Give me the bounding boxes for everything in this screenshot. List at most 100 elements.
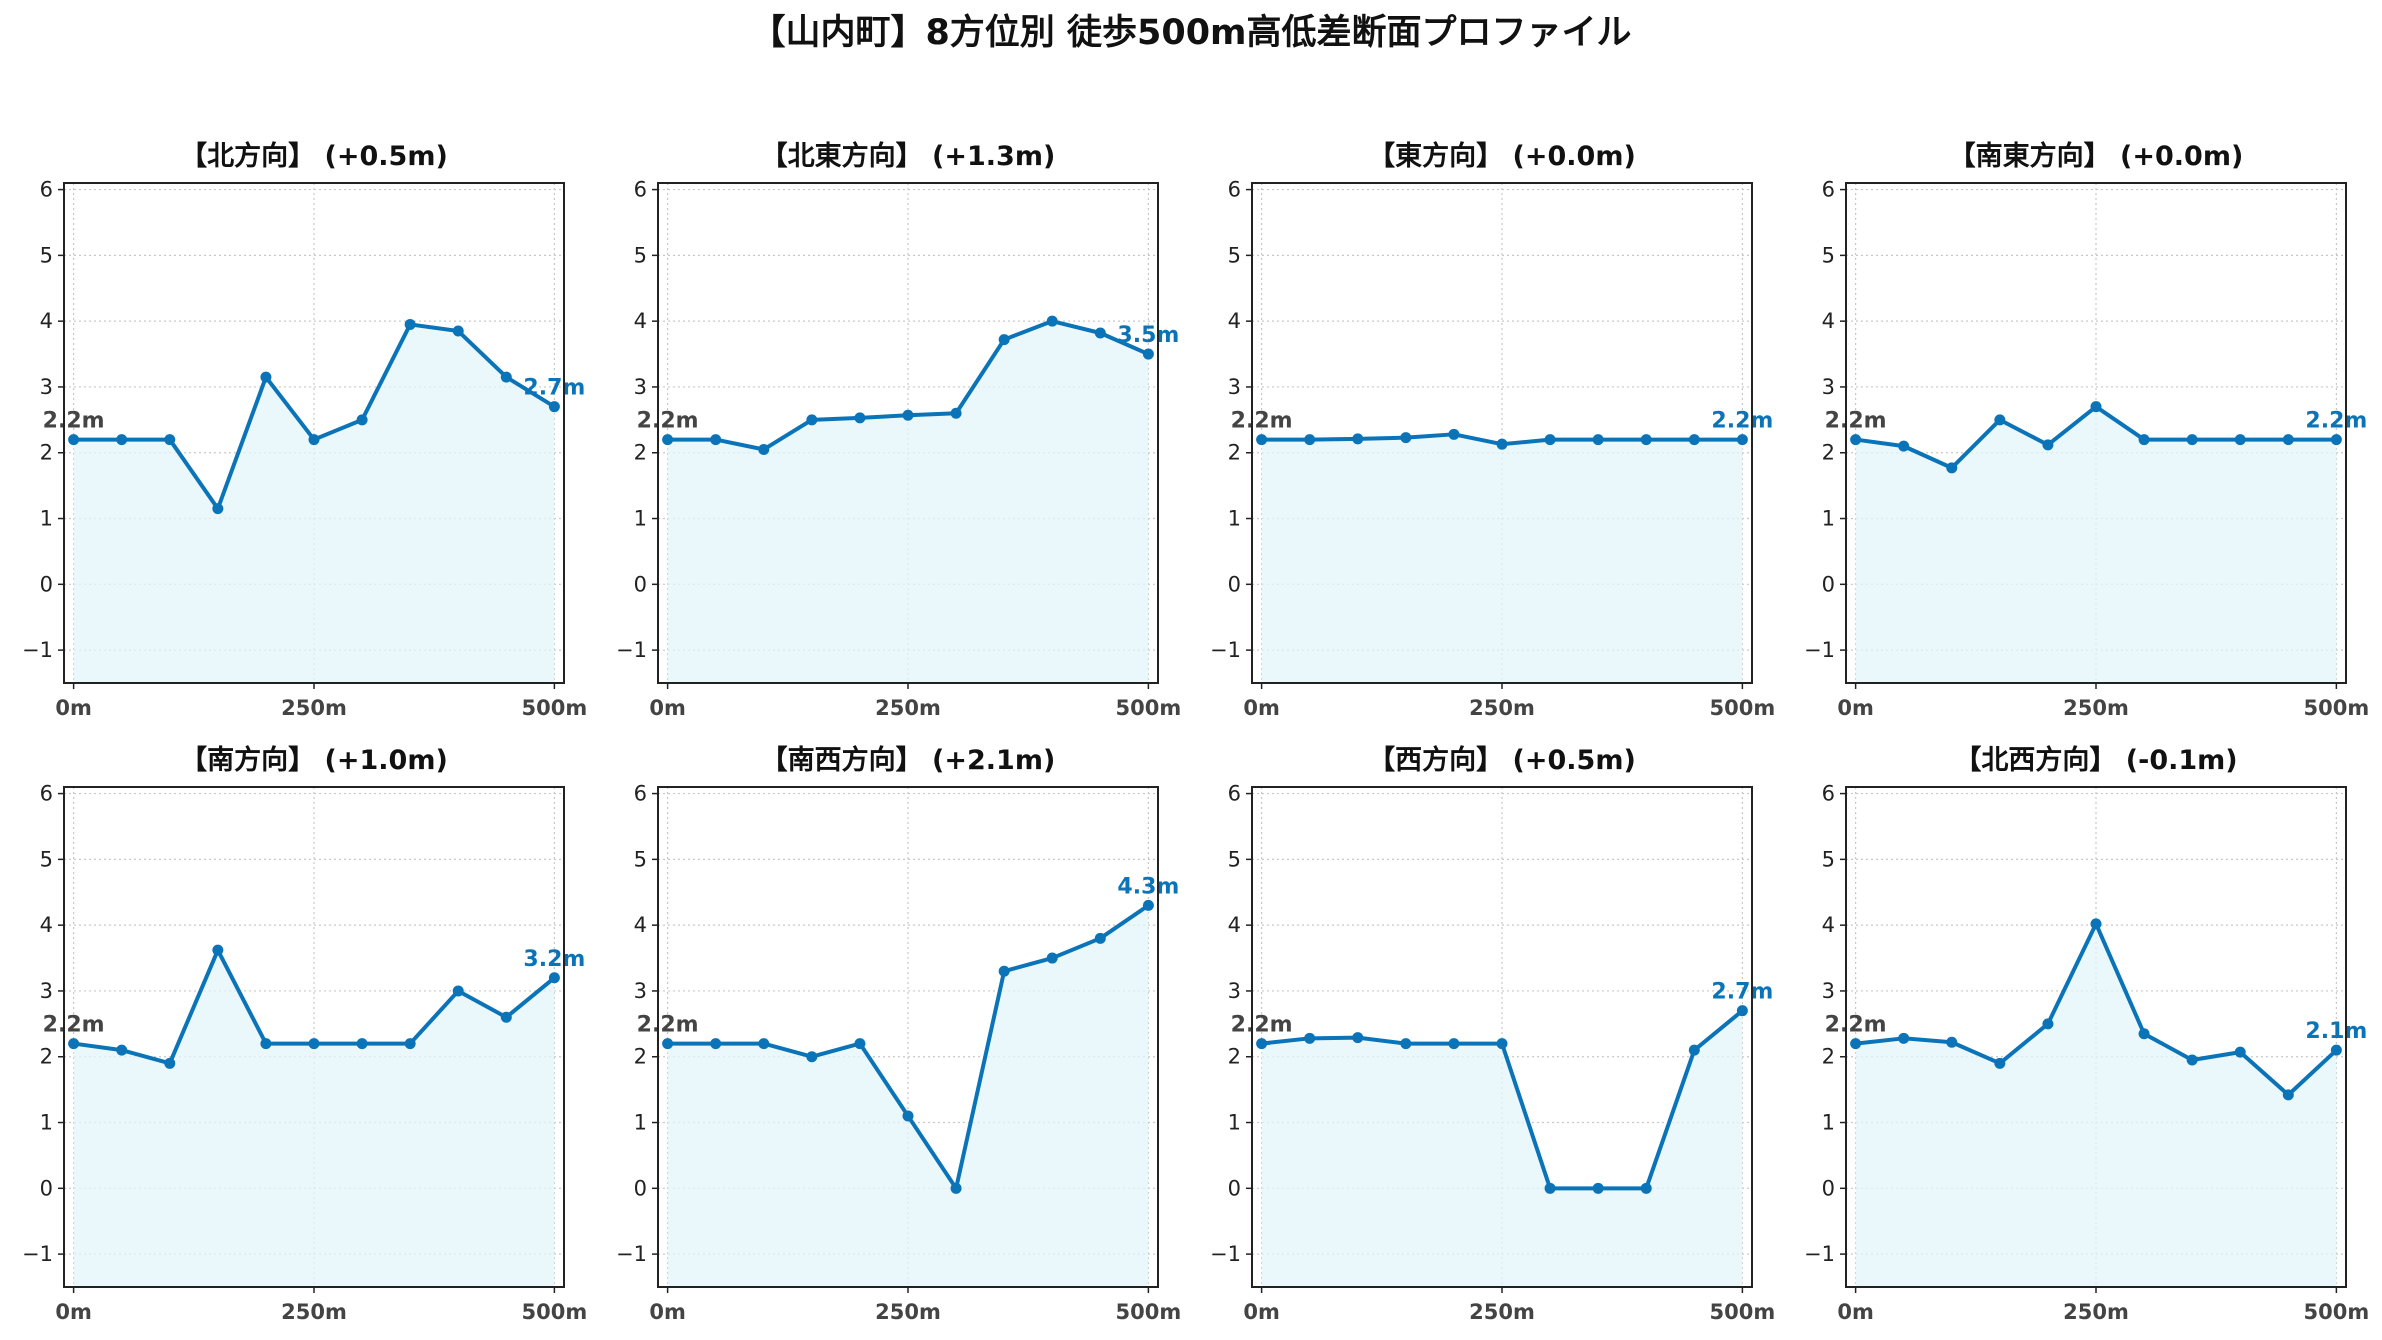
profile-point-250m xyxy=(2090,918,2102,930)
profile-point-350m xyxy=(404,318,416,330)
profile-point-350m xyxy=(1592,434,1604,446)
x-tick-label: 0m xyxy=(649,1300,686,1324)
profile-panel-3: 【東方向】 (+0.0m) −1 0 1 2 3 4 5 6 0m 250m 500m 2.2m 2.2m xyxy=(1210,140,1775,720)
profile-area xyxy=(667,905,1149,1287)
profile-point-450m xyxy=(2282,1089,2294,1101)
axes-frame xyxy=(1251,182,1753,684)
profile-area xyxy=(1855,406,2337,683)
x-tick-label: 500m xyxy=(1710,696,1776,720)
profile-point-500m xyxy=(548,972,560,984)
start-elevation-label: 2.2m xyxy=(1825,409,1887,434)
y-tick-label: 1 xyxy=(634,1111,647,1135)
y-tick-label: 0 xyxy=(1228,572,1241,596)
x-tick-label: 0m xyxy=(55,696,92,720)
profile-point-450m xyxy=(500,371,512,383)
y-tick-label: 4 xyxy=(40,309,53,333)
axes-frame xyxy=(1251,786,1753,1288)
x-tick-label: 250m xyxy=(2063,696,2129,720)
x-tick-label: 250m xyxy=(875,1300,941,1324)
panel-title: 【南西方向】 (+2.1m) xyxy=(761,744,1056,776)
y-tick-label: 2 xyxy=(1822,1045,1835,1069)
y-tick-label: −1 xyxy=(1210,1242,1241,1266)
y-tick-label: 6 xyxy=(1822,178,1835,202)
y-tick-label: −1 xyxy=(1210,638,1241,662)
x-tick-label: 0m xyxy=(649,696,686,720)
profile-point-50m xyxy=(116,1044,128,1056)
end-elevation-label: 3.5m xyxy=(1117,323,1179,348)
y-tick-label: 6 xyxy=(634,178,647,202)
y-tick-label: 6 xyxy=(1822,782,1835,806)
y-tick-label: 5 xyxy=(1822,847,1835,871)
profile-point-450m xyxy=(1688,434,1700,446)
axes-frame xyxy=(1845,786,2347,1288)
y-tick-label: 0 xyxy=(634,1176,647,1200)
y-tick-label: 2 xyxy=(40,441,53,465)
profile-point-400m xyxy=(1640,434,1652,446)
profile-point-200m xyxy=(260,1038,272,1050)
profile-point-200m xyxy=(260,371,272,383)
profile-area xyxy=(73,950,555,1287)
profile-point-300m xyxy=(1544,434,1556,446)
profile-point-400m xyxy=(452,325,464,337)
x-tick-label: 500m xyxy=(1116,1300,1182,1324)
profile-point-500m xyxy=(2330,434,2342,446)
start-elevation-label: 2.2m xyxy=(43,409,105,434)
profile-point-500m xyxy=(1142,348,1154,360)
y-tick-label: 1 xyxy=(40,507,53,531)
profile-point-250m xyxy=(1496,1038,1508,1050)
y-tick-label: 0 xyxy=(1228,1176,1241,1200)
profile-point-400m xyxy=(2234,1046,2246,1058)
start-elevation-label: 2.2m xyxy=(1825,1013,1887,1038)
profile-point-100m xyxy=(758,443,770,455)
y-tick-label: 2 xyxy=(1228,1045,1241,1069)
y-tick-label: 0 xyxy=(40,572,53,596)
x-tick-label: 500m xyxy=(522,696,588,720)
x-tick-label: 0m xyxy=(1243,1300,1280,1324)
y-tick-label: 3 xyxy=(634,979,647,1003)
y-tick-label: 2 xyxy=(634,441,647,465)
y-tick-label: 6 xyxy=(40,782,53,806)
profile-point-50m xyxy=(710,1038,722,1050)
profile-point-400m xyxy=(2234,434,2246,446)
y-tick-label: 3 xyxy=(40,375,53,399)
profile-area xyxy=(73,324,555,683)
profile-point-450m xyxy=(2282,434,2294,446)
x-tick-label: 0m xyxy=(1837,696,1874,720)
profile-point-300m xyxy=(950,407,962,419)
profile-point-450m xyxy=(500,1011,512,1023)
profile-point-300m xyxy=(1544,1182,1556,1194)
profile-point-200m xyxy=(854,1038,866,1050)
y-tick-label: 1 xyxy=(1822,507,1835,531)
y-tick-label: 5 xyxy=(1228,847,1241,871)
profile-area xyxy=(667,321,1149,683)
profile-point-100m xyxy=(164,434,176,446)
y-tick-label: 0 xyxy=(40,1176,53,1200)
start-elevation-label: 2.2m xyxy=(43,1013,105,1038)
profile-point-500m xyxy=(2330,1044,2342,1056)
profile-point-350m xyxy=(1592,1182,1604,1194)
profile-point-50m xyxy=(1898,1032,1910,1044)
y-tick-label: 3 xyxy=(1228,375,1241,399)
y-tick-label: 4 xyxy=(1228,309,1241,333)
x-tick-label: 250m xyxy=(875,696,941,720)
profile-point-350m xyxy=(2186,434,2198,446)
axes-frame xyxy=(657,182,1159,684)
y-tick-label: 5 xyxy=(634,243,647,267)
y-tick-label: 4 xyxy=(1822,913,1835,937)
panel-title: 【東方向】 (+0.0m) xyxy=(1368,140,1636,172)
profile-panel-5: 【南方向】 (+1.0m) −1 0 1 2 3 4 5 6 0m 250m 500m 2.2m 3.2m xyxy=(22,744,587,1324)
profile-point-300m xyxy=(950,1182,962,1194)
profile-point-150m xyxy=(212,503,224,515)
y-tick-label: 5 xyxy=(1822,243,1835,267)
y-tick-label: 6 xyxy=(1228,178,1241,202)
panel-title: 【西方向】 (+0.5m) xyxy=(1368,744,1636,776)
y-tick-label: 4 xyxy=(1822,309,1835,333)
start-elevation-label: 2.2m xyxy=(1231,409,1293,434)
x-tick-label: 500m xyxy=(2304,1300,2370,1324)
profile-point-100m xyxy=(1352,1032,1364,1044)
profile-point-50m xyxy=(1304,434,1316,446)
x-tick-label: 250m xyxy=(281,696,347,720)
axes-frame xyxy=(63,182,565,684)
y-tick-label: 4 xyxy=(634,913,647,937)
